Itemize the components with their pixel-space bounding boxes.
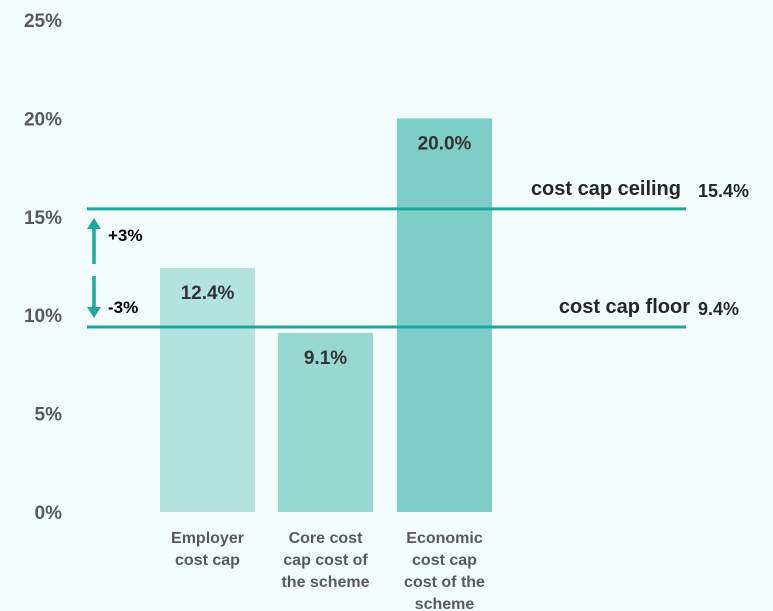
y-axis-ticks: 0% 5% 10% 15% 20% 25% [24, 11, 62, 524]
category-label-line: cap cost of [283, 552, 368, 569]
reference-lines: cost cap ceiling 15.4% cost cap floor 9.4% [87, 178, 749, 329]
bar-value-labels: 12.4% 9.1% 20.0% [181, 133, 472, 369]
y-tick-label: 15% [24, 208, 62, 229]
category-label-line: Core cost [289, 530, 363, 547]
x-axis-categories: Employer cost cap Core cost cap cost of the … [171, 530, 485, 611]
reference-line-value: 15.4% [698, 181, 749, 201]
reference-line-label: cost cap ceiling [531, 178, 681, 200]
category-label-line: cost cap [175, 552, 240, 569]
category-label-line: Economic [406, 530, 483, 547]
bar-value-label: 12.4% [181, 283, 235, 304]
category-label-line: the scheme [281, 574, 369, 591]
bar-value-label: 20.0% [418, 133, 472, 154]
reference-line-value: 9.4% [698, 299, 739, 319]
range-arrows: +3% -3% [87, 218, 143, 318]
y-tick-label: 20% [24, 109, 62, 130]
arrow-down [87, 276, 101, 318]
y-tick-label: 0% [35, 503, 63, 524]
category-label-line: cost cap [412, 552, 477, 569]
category-label-line: cost of the [404, 574, 485, 591]
bar-value-label: 9.1% [304, 348, 347, 369]
bar [397, 118, 492, 513]
reference-line-label: cost cap floor [559, 296, 690, 318]
arrow-label: +3% [108, 226, 143, 245]
arrow-up [87, 218, 101, 264]
y-tick-label: 5% [35, 405, 63, 426]
arrow-head [87, 307, 101, 318]
category-label-line: scheme [415, 596, 475, 611]
y-tick-label: 10% [24, 306, 62, 327]
category-label: Economic cost cap cost of the scheme [404, 530, 485, 611]
arrow-head [87, 218, 101, 229]
bar [160, 267, 255, 512]
bar [278, 332, 373, 512]
category-label: Employer cost cap [171, 530, 244, 569]
category-label: Core cost cap cost of the scheme [281, 530, 369, 591]
category-label-line: Employer [171, 530, 244, 547]
arrow-label: -3% [108, 298, 138, 317]
y-tick-label: 25% [24, 11, 62, 32]
bars [160, 118, 492, 513]
